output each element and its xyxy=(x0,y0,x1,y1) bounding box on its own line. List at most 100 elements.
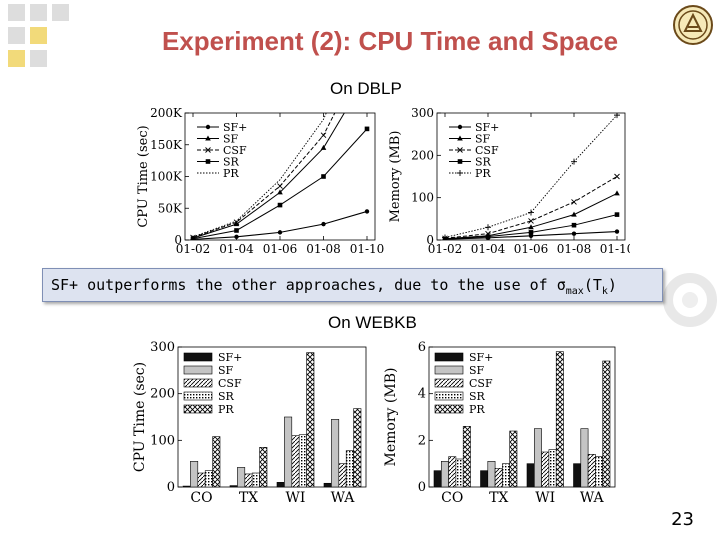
webkb-cpu-bar-pr-tx xyxy=(259,447,268,488)
dblp-memory-point-pr-3 xyxy=(571,158,577,165)
webkb-memory-legend-label-csf: CSF xyxy=(469,377,493,390)
webkb-memory-bar-pr-co xyxy=(462,426,471,488)
dblp-cpu-chart: 0 50K 100K 150K 200K 01-02 01-04 01-06 01-08 01-1… xyxy=(136,106,384,256)
webkb-memory-bar-sr-wi xyxy=(548,449,557,488)
dblp-cpu-legend-label-sr: SR xyxy=(223,156,240,169)
webkb-cpu-xtick-label-2: WI xyxy=(286,490,306,506)
webkb-cpu-legend-label-csf: CSF xyxy=(218,377,242,390)
callout-subscript-max: max xyxy=(565,286,584,297)
dblp-memory-legend-marker-pr xyxy=(457,170,463,176)
dblp-cpu-point-csf-2 xyxy=(277,183,283,189)
webkb-memory-legend-swatch-sf xyxy=(434,365,464,375)
callout-text: SF+ outperforms the other approaches, du… xyxy=(51,276,617,297)
dblp-memory-ytick-label-0: 0 xyxy=(426,233,434,247)
webkb-memory-bar-pr-wi xyxy=(555,351,564,488)
dblp-memory-point-pr-1 xyxy=(485,224,491,231)
webkb-section-label: On WEBKB xyxy=(328,313,417,332)
dblp-memory-xtick-label-0: 01-02 xyxy=(428,242,463,256)
dblp-memory-ylabel: Memory (MB) xyxy=(388,131,403,223)
dblp-cpu-legend-marker-sf xyxy=(205,135,211,141)
webkb-cpu-xtick-label-0: CO xyxy=(190,490,212,506)
dblp-memory-legend-marker-sfplus xyxy=(457,124,463,130)
dblp-cpu-point-sr-2 xyxy=(277,202,283,208)
dblp-memory-point-sfplus-4 xyxy=(614,229,620,234)
slide-title: Experiment (2): CPU Time and Space xyxy=(161,26,619,56)
webkb-memory-plot-frame xyxy=(428,346,616,488)
webkb-memory-ylabel: Memory (MB) xyxy=(383,368,399,467)
dblp-memory-point-csf-2 xyxy=(528,218,534,224)
dblp-memory-series-group xyxy=(442,113,620,240)
webkb-memory-bar-csf-co xyxy=(448,456,457,488)
webkb-cpu-bar-sf-wi xyxy=(284,416,293,488)
callout-subscript-k: k xyxy=(601,286,608,297)
dblp-charts-panel: 0 50K 100K 150K 200K 01-02 01-04 01-06 01-08 01-1… xyxy=(115,105,634,265)
dblp-cpu-xtick-label-1: 01-04 xyxy=(219,242,254,256)
webkb-cpu-legend-swatch-pr xyxy=(183,404,213,414)
webkb-memory-xtick-label-2: WI xyxy=(535,490,555,506)
webkb-memory-legend-label-sfplus: SF+ xyxy=(469,351,493,364)
webkb-cpu-bar-sfplus-co xyxy=(182,485,191,488)
webkb-memory-xtick-label-0: CO xyxy=(441,490,463,506)
webkb-memory-bar-sfplus-wi xyxy=(526,463,535,488)
webkb-cpu-ytick-label-0: 0 xyxy=(167,480,175,495)
dblp-cpu-point-sf-2 xyxy=(277,189,283,195)
webkb-memory-bar-csf-tx xyxy=(494,468,503,488)
webkb-memory-ytick-label-1: 2 xyxy=(418,433,426,448)
dblp-cpu-legend-label-sfplus: SF+ xyxy=(223,121,247,134)
webkb-charts-panel: 0 100 200 300 CPU Time (sec) CO TX WI WA SF+ SF CSF… xyxy=(115,337,625,509)
webkb-memory-bar-sf-tx xyxy=(487,461,496,488)
dblp-cpu-plot-frame xyxy=(184,112,376,241)
dblp-cpu-xtick-label-3: 01-08 xyxy=(306,242,341,256)
dblp-memory-point-sr-2 xyxy=(528,230,534,235)
webkb-cpu-legend-swatch-sf xyxy=(183,365,213,375)
dblp-cpu-point-sr-3 xyxy=(321,174,326,179)
webkb-cpu-bar-pr-co xyxy=(212,436,221,488)
dblp-memory-legend-label-sr: SR xyxy=(475,156,492,169)
dblp-cpu-point-csf-3 xyxy=(320,132,327,139)
dblp-cpu-point-sfplus-2 xyxy=(277,230,283,235)
dblp-cpu-series-line-sf xyxy=(192,113,345,239)
background-gear-icon xyxy=(663,273,717,327)
dblp-cpu-ytick-label-1: 50K xyxy=(158,201,183,215)
webkb-memory-bar-sr-tx xyxy=(502,463,510,488)
dblp-cpu-series-line-sfplus xyxy=(192,210,368,240)
webkb-memory-legend-label-sf: SF xyxy=(469,364,485,377)
dblp-memory-ytick-label-2: 200 xyxy=(411,148,434,162)
dblp-cpu-ytick-label-0: 0 xyxy=(174,233,182,247)
webkb-cpu-ytick-label-3: 300 xyxy=(150,340,175,355)
webkb-memory-ytick-label-0: 0 xyxy=(418,480,426,495)
dblp-memory-legend-label-sfplus: SF+ xyxy=(475,121,499,134)
dblp-memory-ytick-label-1: 100 xyxy=(411,191,434,205)
webkb-memory-bar-pr-wa xyxy=(602,360,611,488)
webkb-cpu-bar-sr-tx xyxy=(251,472,260,488)
dblp-cpu-legend-marker-sr xyxy=(205,159,211,164)
dblp-cpu-legend-marker-csf xyxy=(205,147,211,153)
dblp-cpu-point-sfplus-1 xyxy=(234,234,239,240)
webkb-memory-legend-swatch-csf xyxy=(434,378,464,388)
dblp-cpu-point-sfplus-3 xyxy=(321,221,326,227)
webkb-cpu-bar-sf-wa xyxy=(331,419,340,488)
webkb-memory-bar-sr-wa xyxy=(595,456,603,488)
dblp-memory-point-sfplus-3 xyxy=(571,231,577,236)
webkb-cpu-legend-swatch-sr xyxy=(183,391,213,401)
finding-callout: SF+ outperforms the other approaches, du… xyxy=(42,268,663,302)
webkb-cpu-bar-sr-wa xyxy=(345,450,354,488)
dblp-memory-legend-marker-sf xyxy=(457,135,463,141)
webkb-cpu-ylabel: CPU Time (sec) xyxy=(132,362,148,472)
dblp-memory-ytick-label-3: 300 xyxy=(411,106,434,120)
dblp-cpu-series-line-sr xyxy=(192,128,368,240)
dblp-memory-legend-label-sf: SF xyxy=(475,133,491,146)
dblp-memory-legend-marker-sr xyxy=(457,159,463,164)
webkb-memory-legend-swatch-pr xyxy=(434,404,464,414)
callout-text-pre: SF+ outperforms the other approaches, du… xyxy=(51,276,566,294)
dblp-cpu-point-sf-3 xyxy=(320,144,327,150)
dblp-memory-chart: 0 100 200 300 01-02 01-04 01-06 01-08 01-10 Memor… xyxy=(388,106,634,256)
dblp-cpu-point-sr-0 xyxy=(190,236,196,240)
webkb-cpu-bar-pr-wa xyxy=(353,408,362,488)
webkb-cpu-legend-label-pr: PR xyxy=(218,403,234,416)
webkb-cpu-bar-sfplus-tx xyxy=(229,485,238,488)
dblp-cpu-legend-label-pr: PR xyxy=(223,167,239,180)
dblp-memory-point-sf-2 xyxy=(528,224,534,230)
dblp-memory-point-csf-4 xyxy=(614,173,620,180)
